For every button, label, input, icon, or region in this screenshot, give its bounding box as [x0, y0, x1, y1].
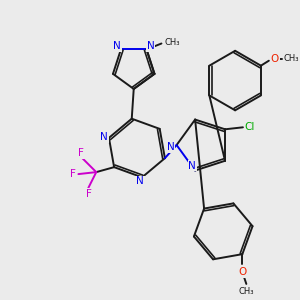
- Text: N: N: [136, 176, 144, 186]
- Text: N: N: [100, 132, 108, 142]
- Text: Cl: Cl: [245, 122, 255, 132]
- Text: CH₃: CH₃: [284, 54, 299, 63]
- Text: CH₃: CH₃: [165, 38, 180, 47]
- Text: CH₃: CH₃: [238, 287, 254, 296]
- Text: N: N: [167, 142, 175, 152]
- Text: N: N: [113, 41, 121, 52]
- Text: F: F: [70, 169, 75, 179]
- Text: N: N: [188, 160, 196, 171]
- Text: O: O: [271, 54, 279, 64]
- Text: O: O: [238, 267, 247, 277]
- Text: F: F: [86, 189, 92, 199]
- Text: N: N: [147, 41, 154, 52]
- Text: F: F: [78, 148, 84, 158]
